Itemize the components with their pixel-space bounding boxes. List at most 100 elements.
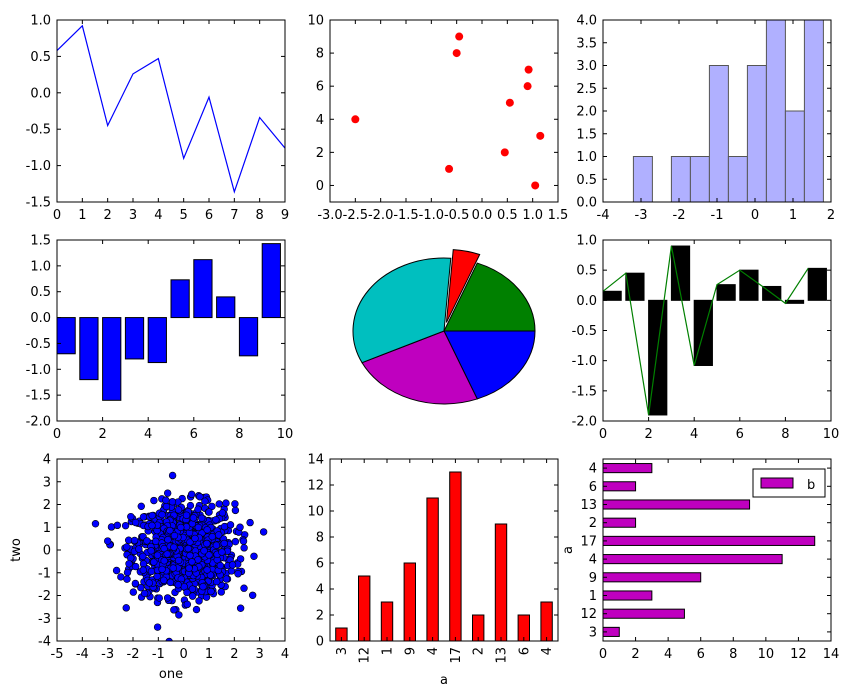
y-tick-label: -0.5 [572, 324, 597, 339]
bar [716, 284, 736, 301]
scatter-point [163, 594, 172, 602]
x-tick-label: 4 [426, 647, 441, 655]
bar [193, 259, 213, 319]
legend-swatch [760, 477, 794, 489]
y-axis-label: two [9, 538, 24, 562]
scatter-point [246, 518, 254, 527]
x-tick-label: 2 [472, 647, 487, 655]
bar [602, 517, 637, 528]
x-tick-label: -1.5 [393, 208, 418, 223]
scatter-point [452, 49, 461, 58]
bar [403, 562, 417, 642]
scatter-point [150, 496, 158, 505]
scatter-point [250, 552, 258, 560]
histogram-bar [727, 156, 748, 203]
y-axis-label: a [561, 546, 576, 554]
scatter-point [170, 543, 178, 551]
scatter-point [123, 543, 131, 551]
histogram-bar [765, 19, 786, 203]
scatter-point [203, 566, 211, 574]
x-tick-label: 9 [281, 208, 289, 223]
scatter-point [125, 560, 133, 568]
x-tick-label: 1 [205, 647, 213, 662]
scatter-point [236, 604, 245, 612]
scatter-point [165, 637, 173, 641]
scatter-point [226, 521, 235, 529]
scatter-point [220, 522, 229, 531]
axes-frame [56, 19, 286, 203]
scatter-point [183, 588, 191, 597]
x-tick-label: 2 [98, 427, 106, 442]
series-line [56, 24, 286, 194]
chart-histogram: -4 -3 -2 -1 0 1 2 0.0 0.5 1.0 1.5 2.0 2.5 3.0 3.5 4.0 [576, 14, 835, 224]
bar [602, 590, 653, 601]
scatter-point [174, 581, 182, 589]
x-tick-label: 3 [129, 208, 137, 223]
scatter-point [139, 552, 147, 561]
bar [602, 608, 685, 619]
x-tick-label: -2 [127, 647, 140, 662]
chart-bar-blue: 0 2 4 6 8 10 -2.0 -1.5 -1.0 -0.5 0.0 0.5 1.0 1.5 [26, 234, 294, 443]
scatter-point [186, 551, 194, 560]
y-tick-label: 2 [43, 498, 51, 513]
scatter-point [91, 520, 100, 528]
y-tick-label: 1.0 [30, 14, 51, 29]
bar [216, 296, 236, 319]
scatter-point [155, 594, 163, 602]
y-tick-label: 1 [43, 521, 51, 536]
y-tick-label: 0 [316, 179, 324, 194]
scatter-point [200, 547, 208, 555]
x-tick-label: 14 [823, 647, 840, 662]
x-tick-label: 2 [104, 208, 112, 223]
x-tick-label: 1.5 [548, 208, 569, 223]
bar [602, 499, 751, 510]
bar [238, 317, 259, 357]
scatter-point [259, 528, 268, 536]
scatter-point [162, 502, 171, 511]
scatter-point [169, 564, 177, 572]
scatter-point [139, 513, 148, 521]
scatter-point [127, 512, 135, 521]
x-tick-label: 3 [256, 647, 264, 662]
scatter-point [129, 588, 138, 596]
y-tick-label: -2.0 [26, 415, 51, 430]
y-tick-label: 4.0 [576, 14, 597, 29]
scatter-point [188, 558, 196, 566]
scatter-point [231, 537, 240, 546]
scatter-point [231, 506, 240, 515]
scatter-point [163, 489, 172, 497]
y-tick-label: 6 [589, 480, 597, 495]
scatter-point [531, 181, 540, 190]
scatter-point [505, 98, 514, 107]
scatter-point [231, 500, 239, 508]
bar [124, 317, 145, 360]
bar [426, 497, 439, 642]
x-tick-label: 8 [235, 427, 243, 442]
y-tick-label: 0.5 [576, 173, 597, 188]
scatter-point [198, 514, 206, 522]
y-tick-label: -1.5 [26, 389, 51, 404]
y-tick-label: 2 [589, 516, 597, 531]
x-tick-label: 6 [205, 208, 213, 223]
y-tick-label: 0.0 [576, 196, 597, 211]
x-tick-label: -3.0 [317, 208, 342, 223]
x-tick-label: 8 [729, 647, 737, 662]
x-tick-label: 9 [403, 647, 418, 655]
scatter-point [182, 511, 191, 519]
y-tick-label: 0.0 [576, 294, 597, 309]
x-tick-label: 0 [180, 647, 188, 662]
bar [625, 272, 645, 301]
y-tick-label: 9 [589, 571, 597, 586]
scatter-point [158, 565, 166, 573]
scatter-point [186, 501, 195, 510]
x-tick-label: -1 [711, 208, 724, 223]
scatter-point [194, 505, 202, 513]
scatter-point [215, 500, 223, 508]
x-tick-label: 4 [144, 427, 152, 442]
chart-barh-magenta: 0 2 4 6 8 10 12 14 3 12 1 9 4 17 2 13 6 4 a b [561, 458, 840, 662]
axes-frame [602, 19, 832, 203]
y-tick-label: 10 [307, 505, 324, 520]
y-tick-label: -1 [38, 566, 51, 581]
